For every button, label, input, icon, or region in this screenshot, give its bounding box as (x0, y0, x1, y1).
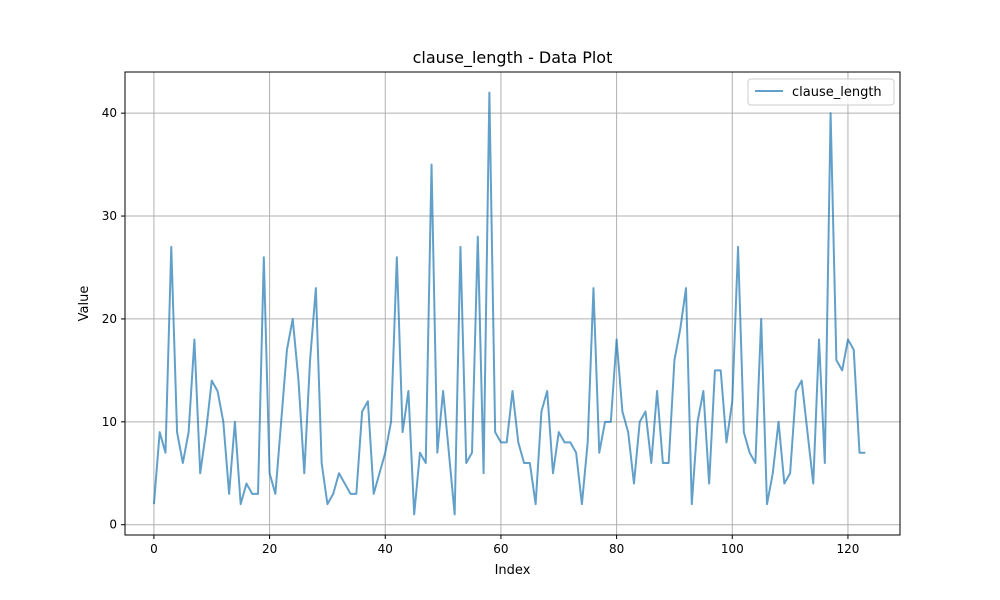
legend-label: clause_length (792, 85, 882, 100)
plot-frame (124, 71, 901, 536)
x-tick-label: 40 (378, 542, 393, 556)
legend-box (747, 78, 895, 106)
x-axis-label: Index (495, 563, 531, 578)
series-layer (152, 91, 866, 516)
x-tick-label: 100 (721, 542, 744, 556)
x-axis-ticks: 0 20 40 60 80 100 120 (150, 535, 859, 556)
x-tick-label: 60 (493, 542, 508, 556)
y-tick-label: 30 (102, 209, 117, 223)
y-tick-label: 40 (102, 106, 117, 120)
y-tick-label: 10 (102, 415, 117, 429)
x-tick-label: 120 (836, 542, 859, 556)
series-line (152, 91, 866, 516)
x-tick-label: 80 (609, 542, 624, 556)
y-axis-ticks: 0 10 20 30 40 (102, 106, 125, 532)
chart-title: clause_length - Data Plot (413, 48, 613, 68)
y-axis-label: Value (77, 286, 92, 322)
y-tick-label: 20 (102, 312, 117, 326)
x-tick-label: 20 (262, 542, 277, 556)
x-tick-label: 0 (150, 542, 158, 556)
legend: clause_length (747, 78, 895, 106)
y-tick-label: 0 (109, 518, 117, 532)
grid-lines (125, 72, 900, 535)
